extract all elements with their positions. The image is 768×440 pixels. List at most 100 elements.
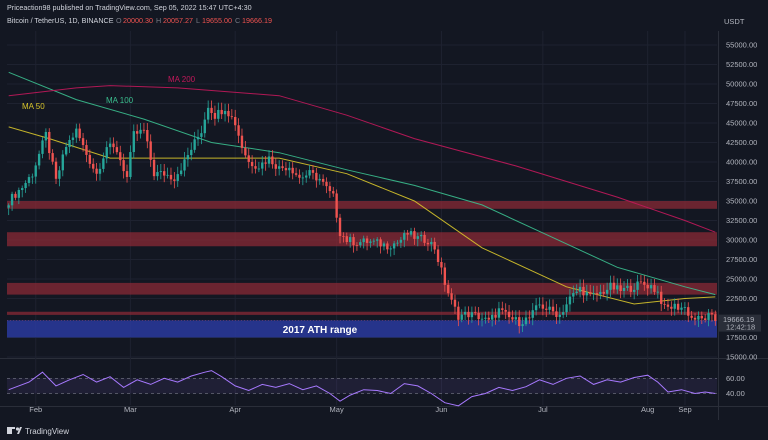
- candle: [622, 281, 626, 298]
- candle-body: [217, 109, 220, 119]
- candle-body: [152, 159, 156, 177]
- candle-body: [294, 173, 298, 175]
- candle: [193, 131, 196, 153]
- y-tick-label: 32500.00: [726, 216, 757, 225]
- candle-body: [470, 312, 474, 318]
- y-tick-label: 35000.00: [726, 197, 757, 206]
- candle-body: [14, 193, 17, 198]
- candle: [159, 164, 163, 180]
- candle-body: [92, 163, 95, 169]
- candle: [41, 136, 44, 159]
- candle: [494, 308, 497, 325]
- candle: [632, 283, 636, 300]
- candle-body: [227, 110, 230, 117]
- ohlc-close-key: C: [235, 16, 240, 25]
- candle: [467, 306, 470, 325]
- candle: [71, 132, 75, 148]
- candle-body: [125, 171, 129, 177]
- candle-body: [518, 317, 521, 327]
- candle: [646, 278, 649, 296]
- candle-body: [629, 285, 632, 292]
- candle: [629, 279, 632, 298]
- candle: [460, 309, 463, 323]
- ma-line: [8, 85, 716, 233]
- candle-body: [379, 239, 382, 247]
- candle-body: [585, 292, 589, 296]
- candle: [392, 240, 396, 256]
- candle-body: [17, 189, 21, 198]
- candle-body: [524, 317, 528, 325]
- candle-body: [710, 313, 714, 315]
- candle-body: [247, 155, 250, 162]
- candle-body: [632, 289, 636, 292]
- ma-label: MA 50: [22, 102, 45, 111]
- candle-body: [75, 128, 78, 138]
- candle: [10, 191, 14, 211]
- candle-body: [605, 289, 609, 294]
- candle-body: [477, 312, 480, 320]
- candle: [474, 306, 477, 316]
- candle: [149, 134, 152, 167]
- candle: [531, 303, 534, 326]
- candle-body: [521, 324, 524, 327]
- y-tick-label: 37500.00: [726, 177, 757, 186]
- candle: [413, 227, 416, 245]
- candle-body: [673, 303, 676, 309]
- candle: [217, 102, 220, 123]
- candle: [524, 310, 528, 327]
- candle: [200, 125, 203, 145]
- candle-body: [609, 282, 612, 290]
- candle-body: [649, 285, 653, 289]
- candle-body: [602, 291, 605, 294]
- resistance-zone: [7, 282, 717, 295]
- candle-body: [311, 170, 315, 173]
- candle: [14, 191, 17, 201]
- candle: [605, 282, 609, 301]
- candle-body: [693, 317, 697, 320]
- ohlc-high-key: H: [156, 16, 161, 25]
- candle-body: [443, 267, 447, 285]
- candle: [589, 284, 592, 297]
- candle: [433, 237, 436, 254]
- candle-body: [487, 317, 490, 320]
- moving-averages-layer: [8, 71, 716, 407]
- candle: [514, 310, 518, 325]
- candle: [416, 232, 419, 247]
- x-tick-label: Apr: [229, 405, 241, 414]
- candle-body: [714, 314, 717, 321]
- candle-body: [298, 174, 301, 178]
- publish-line: Priceaction98 published on TradingView.c…: [7, 3, 252, 12]
- resistance-zone: [7, 232, 717, 247]
- candle-body: [413, 231, 416, 239]
- candle: [507, 305, 511, 324]
- candle-body: [690, 315, 693, 318]
- candle: [220, 102, 223, 119]
- candle-body: [575, 291, 578, 294]
- candle: [139, 122, 142, 139]
- candle-body: [683, 307, 687, 308]
- candle: [186, 147, 190, 167]
- candle: [156, 164, 159, 181]
- candle: [196, 129, 200, 146]
- symbol-line: Bitcoin / TetherUS, 1D, BINANCE O 20000.…: [7, 16, 272, 25]
- ohlc-low-value: 19655.00: [202, 16, 232, 25]
- candle: [369, 238, 372, 248]
- candle: [142, 122, 146, 134]
- candle-body: [281, 166, 284, 169]
- candle-body: [240, 135, 244, 148]
- candle-body: [210, 107, 213, 113]
- candle: [122, 153, 125, 179]
- ohlc-open-key: O: [116, 16, 122, 25]
- candle: [183, 151, 186, 177]
- candle: [673, 298, 676, 316]
- candle: [592, 285, 595, 301]
- candle: [7, 203, 10, 216]
- candle: [426, 238, 430, 251]
- candle-body: [193, 139, 196, 150]
- y-tick-label: 42500.00: [726, 138, 757, 147]
- candle: [423, 231, 426, 246]
- candle-body: [541, 304, 545, 309]
- candle: [487, 311, 490, 324]
